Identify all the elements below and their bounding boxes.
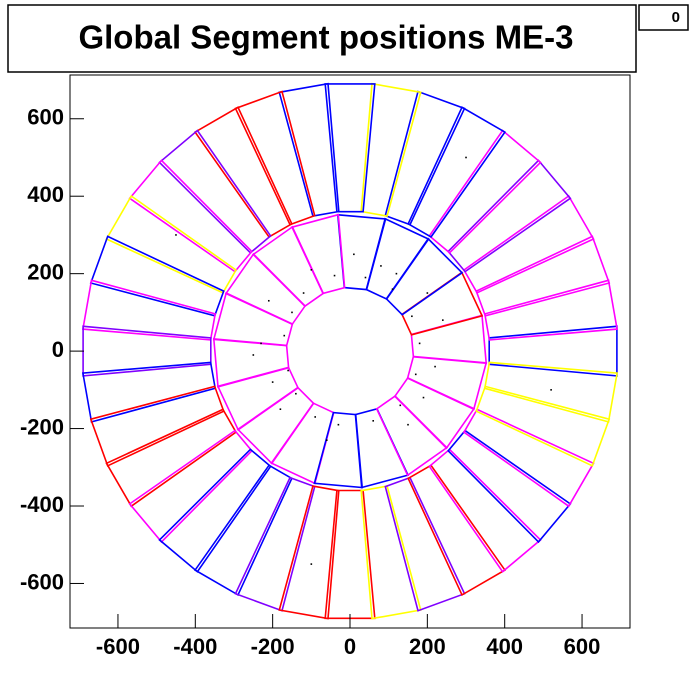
y-tick-label: 200 [27, 259, 64, 284]
segment-point [353, 253, 355, 256]
segment-point [283, 334, 286, 337]
segment-point [434, 365, 436, 368]
x-tick-label: 200 [409, 634, 446, 659]
segment-point [414, 373, 417, 376]
segment-point [418, 342, 421, 345]
segment-point [260, 342, 262, 345]
segment-point [364, 276, 367, 279]
segment-point [465, 156, 467, 159]
stats-box [638, 4, 689, 31]
segment-point [279, 408, 282, 411]
x-tick-label: -200 [251, 634, 295, 659]
x-tick-label: -400 [173, 634, 217, 659]
chamber [483, 361, 619, 423]
segment-point [391, 288, 394, 290]
segment-point [175, 234, 177, 236]
segment-point [310, 563, 313, 565]
segment-point [302, 292, 305, 294]
segment-point [295, 392, 297, 395]
segment-point [411, 315, 413, 318]
segment-point [333, 274, 336, 277]
segment-point [399, 404, 402, 407]
stats-label: 0 [672, 9, 680, 26]
segment-point [252, 354, 255, 356]
segment-point [291, 311, 293, 314]
y-tick-label: 600 [27, 105, 64, 130]
segment-point [426, 292, 429, 294]
x-tick-label: 400 [486, 634, 523, 659]
plot-area [81, 82, 619, 620]
segment-point [407, 423, 409, 426]
segment-point [325, 439, 328, 441]
y-tick-label: 0 [52, 337, 64, 362]
y-tick-label: -400 [20, 492, 64, 517]
segment-point [422, 396, 425, 399]
segment-point [337, 423, 340, 426]
x-tick-label: 0 [344, 634, 356, 659]
x-tick-label: -600 [96, 634, 140, 659]
segment-point [550, 389, 552, 391]
y-tick-label: 400 [27, 182, 64, 207]
segment-point [267, 299, 270, 302]
y-tick-label: -600 [20, 569, 64, 594]
title-box [7, 4, 637, 73]
segment-point [271, 381, 274, 383]
segment-point [380, 265, 382, 267]
chart-title: Global Segment positions ME-3 [78, 19, 573, 56]
segment-point [287, 369, 289, 372]
chamber [406, 355, 488, 411]
segment-point [372, 420, 375, 422]
segment-point [395, 272, 398, 275]
y-tick-label: -200 [20, 414, 64, 439]
x-tick-label: 600 [564, 634, 601, 659]
segment-point [314, 416, 316, 418]
segment-point [442, 319, 444, 321]
segment-point [310, 268, 313, 271]
